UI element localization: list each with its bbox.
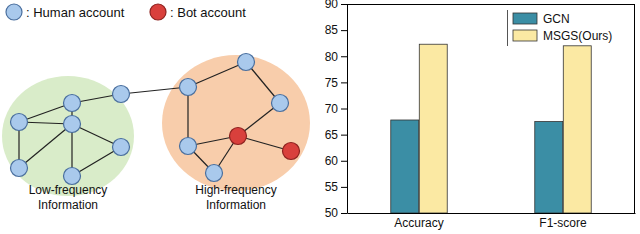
y-axis: 50 55 60 65 70 75 80 85 90 xyxy=(325,0,348,220)
region xyxy=(162,55,310,191)
tick-label: 60 xyxy=(325,154,339,168)
tick-label: 90 xyxy=(325,0,339,11)
legend-label: : Human account xyxy=(26,5,125,20)
tick-mark xyxy=(341,135,347,136)
node xyxy=(206,165,223,182)
tick-label: 65 xyxy=(325,128,339,142)
legend-border xyxy=(507,10,508,46)
region-label: Information xyxy=(206,198,266,212)
node xyxy=(113,86,130,103)
node xyxy=(11,160,28,177)
tick-mark xyxy=(341,161,347,162)
edge xyxy=(121,87,188,94)
chart: 50 55 60 65 70 75 80 85 90 Accuracy F1-score GCN MSG… xyxy=(325,0,636,230)
node xyxy=(180,138,197,155)
frame xyxy=(634,4,635,213)
tick-mark xyxy=(341,109,347,110)
diagram: Low-frequencyInformationHigh-frequencyIn… xyxy=(2,4,310,212)
region-label: High-frequency xyxy=(195,183,276,197)
legend-label: GCN xyxy=(543,12,570,26)
tick-label: 75 xyxy=(325,76,339,90)
bar xyxy=(391,120,419,213)
node xyxy=(272,95,289,112)
figure: Low-frequencyInformationHigh-frequencyIn… xyxy=(0,0,640,234)
legend-label: : Bot account xyxy=(170,5,246,20)
bar xyxy=(563,46,591,213)
tick: 55 xyxy=(325,180,347,194)
node xyxy=(230,128,247,145)
region xyxy=(2,76,134,196)
tick-mark xyxy=(341,213,347,214)
tick: 85 xyxy=(325,23,347,37)
tick-label: 85 xyxy=(325,23,339,37)
axis-line xyxy=(348,213,636,214)
tick-label: F1-score xyxy=(539,216,587,230)
node xyxy=(113,139,130,156)
tick-mark xyxy=(341,56,347,57)
bars xyxy=(391,44,591,213)
tick-mark xyxy=(341,30,347,31)
legend-symbol xyxy=(150,4,166,20)
legend-label: MSGS(Ours) xyxy=(543,29,612,43)
node xyxy=(11,114,28,131)
tick: Accuracy xyxy=(394,213,443,230)
tick-label: 50 xyxy=(325,206,339,220)
tick: 90 xyxy=(325,0,347,11)
tick: 75 xyxy=(325,76,347,90)
tick-mark xyxy=(341,187,347,188)
tick-mark xyxy=(341,4,347,5)
edge xyxy=(19,124,72,168)
legend-swatch xyxy=(513,30,537,41)
tick: 60 xyxy=(325,154,347,168)
axis-line xyxy=(347,5,348,214)
tick-label: 80 xyxy=(325,50,339,64)
node xyxy=(64,116,81,133)
node xyxy=(64,168,81,185)
bar xyxy=(535,122,563,213)
legend-swatch xyxy=(513,13,537,24)
tick: 65 xyxy=(325,128,347,142)
edge xyxy=(188,62,246,87)
tick-label: Accuracy xyxy=(394,216,443,230)
node xyxy=(180,79,197,96)
x-axis: Accuracy F1-score xyxy=(348,213,636,230)
node xyxy=(64,95,81,112)
frame xyxy=(347,4,635,5)
region-label: Low-frequency xyxy=(29,183,108,197)
legend-symbol xyxy=(6,4,22,20)
tick-label: 70 xyxy=(325,102,339,116)
tick-mark xyxy=(341,82,347,83)
legend: GCN MSGS(Ours) xyxy=(508,10,613,46)
node xyxy=(283,143,300,160)
bar xyxy=(419,44,447,213)
tick: 50 xyxy=(325,206,347,220)
tick: F1-score xyxy=(539,213,587,230)
region-label: Information xyxy=(38,198,98,212)
tick: 80 xyxy=(325,50,347,64)
tick-label: 55 xyxy=(325,180,339,194)
tick: 70 xyxy=(325,102,347,116)
node xyxy=(238,54,255,71)
